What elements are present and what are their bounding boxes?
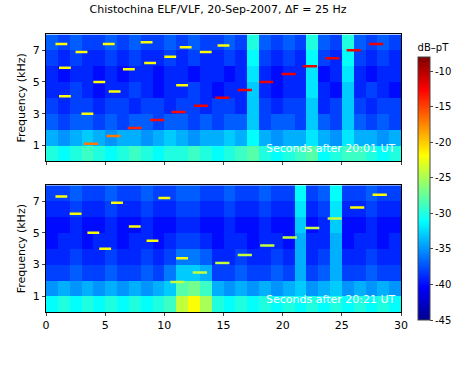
svg-text:5: 5 <box>102 319 109 332</box>
svg-text:3: 3 <box>33 258 40 271</box>
svg-text:-40: -40 <box>435 279 451 290</box>
svg-text:7: 7 <box>33 195 40 208</box>
svg-text:-30: -30 <box>435 208 451 219</box>
svg-text:25: 25 <box>335 319 349 332</box>
svg-text:20: 20 <box>276 319 290 332</box>
svg-text:0: 0 <box>43 319 50 332</box>
svg-text:dB–pT: dB–pT <box>418 42 450 53</box>
svg-text:-35: -35 <box>435 243 451 254</box>
svg-text:Chistochina ELF/VLF, 20-Sep-20: Chistochina ELF/VLF, 20-Sep-2007, ΔF = 2… <box>89 3 346 16</box>
svg-text:5: 5 <box>33 76 40 89</box>
svg-text:15: 15 <box>217 319 231 332</box>
svg-text:7: 7 <box>33 44 40 57</box>
svg-text:Frequency (kHz): Frequency (kHz) <box>15 204 28 293</box>
svg-text:5: 5 <box>33 227 40 240</box>
svg-text:-25: -25 <box>435 172 451 183</box>
svg-text:Seconds after 20:21 UT: Seconds after 20:21 UT <box>266 293 395 306</box>
svg-text:Seconds after 20:01 UT: Seconds after 20:01 UT <box>266 142 395 155</box>
svg-text:30: 30 <box>394 319 408 332</box>
svg-text:1: 1 <box>33 290 40 303</box>
svg-text:-15: -15 <box>435 101 451 112</box>
svg-text:1: 1 <box>33 139 40 152</box>
svg-text:-45: -45 <box>435 315 451 326</box>
svg-text:-20: -20 <box>435 137 451 148</box>
svg-text:3: 3 <box>33 108 40 121</box>
svg-text:10: 10 <box>157 319 171 332</box>
svg-text:Frequency (kHz): Frequency (kHz) <box>15 53 28 142</box>
svg-text:-10: -10 <box>435 66 451 77</box>
